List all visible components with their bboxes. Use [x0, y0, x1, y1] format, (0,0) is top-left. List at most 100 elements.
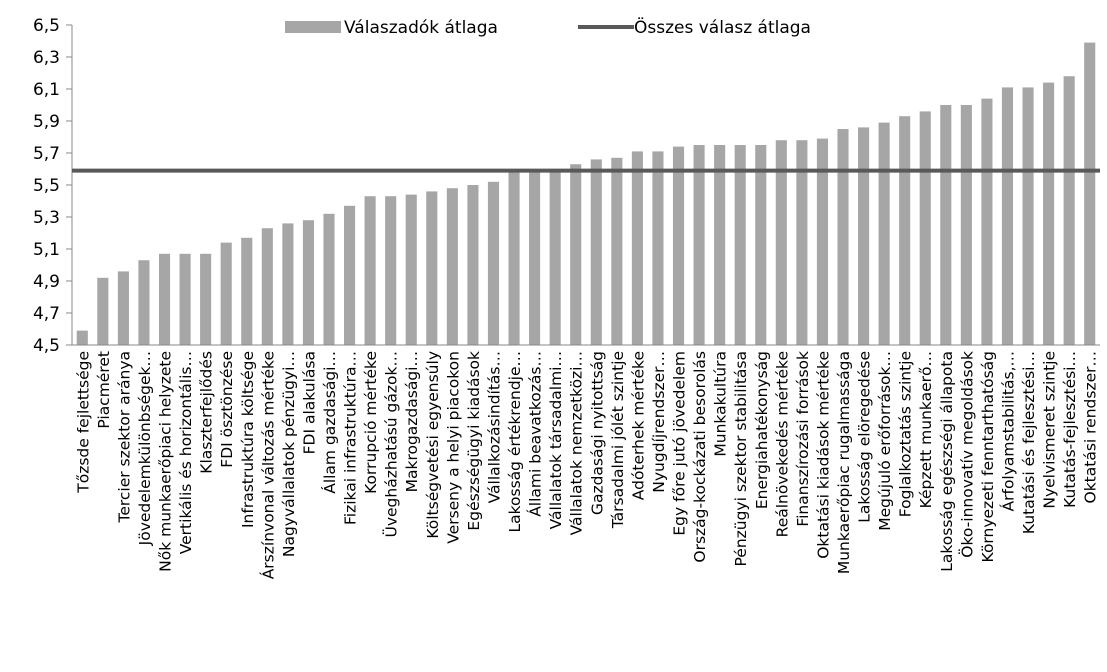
bar — [1022, 87, 1034, 346]
x-tick-label: Vállalatok társadalmi… — [547, 351, 565, 529]
y-tick-label: 5,1 — [33, 240, 60, 260]
x-tick-label: Fizikai infrastruktúra… — [342, 351, 360, 525]
y-tick-label: 5,9 — [33, 112, 60, 132]
bar — [775, 140, 787, 345]
bar — [261, 228, 273, 345]
x-tick-label: Kutatás-fejlesztési… — [1061, 351, 1079, 508]
bar — [446, 188, 458, 345]
bar — [1001, 87, 1014, 346]
bar — [631, 151, 643, 345]
x-tick-label: Ország-kockázati besorolás — [691, 351, 709, 563]
bar — [570, 164, 582, 345]
bar — [76, 330, 88, 345]
x-tick-label: Reálnövekedés mértéke — [773, 351, 791, 537]
bar — [899, 116, 911, 345]
bar — [117, 271, 129, 345]
x-tick-label: Állami beavatkozás… — [526, 351, 545, 517]
x-tick-label: Vállalkozásindítás… — [485, 351, 503, 503]
x-tick-label: Vállalatok nemzetközi… — [568, 351, 586, 535]
x-tick-label: Makrogazdasági… — [403, 351, 421, 492]
y-tick-label: 6,5 — [33, 16, 60, 36]
bar — [714, 145, 726, 345]
bar — [487, 181, 500, 345]
bar — [529, 172, 541, 345]
x-tick-label: Nők munkaerőpiaci helyzete — [157, 351, 175, 572]
bar — [179, 253, 191, 345]
x-tick-label: Árszínvonal változás mértéke — [258, 351, 277, 579]
x-tick-label: Pénzügyi szektor stabilitása — [732, 351, 750, 567]
x-tick-label: Finanszírozási források — [794, 351, 812, 527]
y-tick-label: 5,7 — [33, 144, 60, 164]
x-tick-label: Infrastruktúra költsége — [239, 351, 257, 528]
bar — [158, 253, 171, 345]
x-tick-label: Költségvetési egyensúly — [424, 351, 442, 539]
y-tick-label: 5,5 — [33, 176, 60, 196]
bar — [385, 196, 397, 345]
x-tick-label: Környezeti fenntarthatóság — [979, 351, 997, 562]
bar — [837, 129, 849, 345]
y-tick-label: 4,5 — [33, 336, 60, 356]
x-tick-label: Megújuló erőforrások… — [876, 351, 894, 531]
x-tick-label: Kutatási és fejlesztési… — [1020, 351, 1038, 534]
bar — [364, 196, 376, 345]
x-tick-label: Képzett munkaerő… — [917, 351, 935, 508]
bar — [652, 151, 664, 345]
bar — [672, 146, 685, 345]
x-tick-label: Nyelvismeret szintje — [1041, 351, 1059, 509]
x-tick-label: Munkaerőpiac rugalmassága — [835, 351, 853, 574]
y-tick-label: 4,9 — [33, 272, 60, 292]
x-tick-label: Munkakultúra — [712, 351, 730, 457]
x-tick-label: Vertikális és horizontális… — [177, 351, 195, 554]
x-tick-label: Energiahatékonyság — [753, 351, 771, 509]
x-tick-label: Nagyvállalatok pénzügyi… — [280, 351, 298, 557]
bar — [981, 98, 993, 345]
x-tick-label: Jövedelemkülönbségek… — [136, 351, 154, 546]
bar — [734, 145, 746, 345]
legend-label: Összes válasz átlaga — [634, 16, 811, 38]
bar — [611, 157, 623, 345]
x-tick-label: Állam gazdasági… — [320, 351, 339, 494]
bar — [1043, 82, 1055, 345]
bar — [919, 111, 931, 346]
bar — [426, 191, 438, 345]
bar — [302, 220, 314, 345]
bar — [940, 105, 952, 345]
x-tick-label: Egy főre jutó jövedelem — [671, 351, 689, 536]
bar — [816, 138, 828, 345]
x-tick-label: Adóterhek mértéke — [629, 351, 647, 500]
x-tick-label: Tercier szektor aránya — [115, 351, 133, 524]
x-tick-label: Egészségügyi kiadások — [465, 351, 483, 531]
bar — [1084, 42, 1096, 345]
x-tick-label: Lakosság elöregedése — [856, 351, 874, 523]
x-tick-label: Korrupció mértéke — [362, 351, 380, 494]
x-tick-label: Nyugdíjrendszer… — [650, 351, 668, 493]
x-tick-label: Gazdasági nyitottság — [588, 351, 606, 515]
bar — [590, 159, 602, 345]
x-tick-label: Öko-innovatív megoldások — [957, 351, 976, 558]
bar — [549, 170, 561, 345]
bar — [878, 122, 890, 345]
legend-swatch — [285, 21, 341, 33]
y-tick-label: 6,3 — [33, 48, 60, 68]
x-tick-label: Foglalkoztatás szintje — [897, 351, 915, 517]
y-tick-label: 5,3 — [33, 208, 60, 228]
x-tick-label: FDI ösztönzése — [218, 351, 236, 468]
bar — [323, 213, 335, 345]
y-tick-label: 6,1 — [33, 80, 60, 100]
x-tick-label: Tőzsde fejlettsége — [74, 351, 92, 494]
x-tick-label: FDI alakulása — [300, 351, 318, 454]
x-tick-label: Lakosság egészségi állapota — [938, 351, 956, 572]
legend-label: Válaszadók átlaga — [344, 18, 498, 38]
bar — [796, 140, 808, 345]
bar — [138, 260, 150, 345]
bar — [508, 172, 520, 345]
bar — [241, 237, 253, 345]
x-tick-label: Oktatási kiadások mértéke — [814, 351, 832, 559]
bar — [405, 194, 417, 345]
bar — [200, 253, 212, 345]
x-tick-label: Társadalmi jólét szintje — [609, 351, 627, 529]
bar — [282, 223, 294, 345]
y-tick-label: 4,7 — [33, 304, 60, 324]
x-tick-label: Lakosság értékrendje… — [506, 351, 524, 533]
